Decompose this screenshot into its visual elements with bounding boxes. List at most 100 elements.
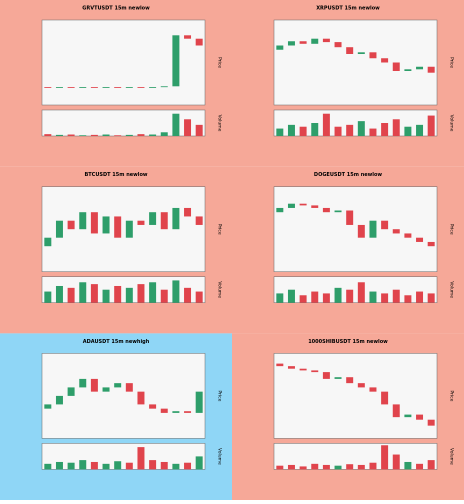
volume-bar	[322, 293, 330, 303]
volume-bar	[416, 124, 424, 136]
volume-bar	[55, 285, 63, 303]
chart-title: 1000SHIBUSDT 15m newlow	[308, 339, 388, 345]
candle-body	[172, 207, 180, 230]
volume-bar	[195, 291, 203, 303]
price-axis-label: Price	[449, 57, 455, 68]
volume-bar	[79, 460, 87, 470]
candle-body	[149, 212, 157, 225]
candle-body	[369, 52, 377, 59]
candle-body	[276, 363, 284, 367]
volume-bar	[381, 445, 389, 470]
candle-body	[416, 66, 424, 70]
volume-bar	[287, 289, 295, 303]
volume-axis-label: Volume	[217, 281, 223, 298]
volume-bar	[149, 134, 157, 136]
candle-body	[287, 366, 295, 369]
volume-bar	[381, 123, 389, 136]
candle-body	[416, 237, 424, 242]
volume-bar	[114, 285, 122, 303]
candle-body	[172, 411, 180, 413]
volume-bar	[55, 461, 63, 470]
volume-panel	[41, 276, 206, 303]
candle-body	[357, 383, 365, 388]
candle-body	[67, 387, 75, 396]
volume-bar	[311, 291, 319, 303]
volume-bar	[79, 282, 87, 303]
candle-body	[195, 391, 203, 413]
volume-bar	[311, 463, 319, 470]
candle-body	[90, 212, 98, 234]
candle-body	[55, 220, 63, 238]
volume-bar	[276, 293, 284, 303]
volume-bar	[404, 461, 412, 470]
volume-bar	[137, 447, 145, 470]
volume-bar	[90, 284, 98, 303]
candle-body	[184, 411, 192, 413]
candle-body	[311, 205, 319, 208]
candle-body	[334, 42, 342, 48]
volume-bar	[172, 463, 180, 470]
volume-bar	[79, 135, 87, 136]
volume-bar	[299, 295, 307, 303]
volume-bar	[125, 462, 133, 470]
volume-axis-label: Volume	[217, 448, 223, 465]
volume-bar	[44, 463, 52, 470]
candle-body	[102, 387, 110, 392]
volume-panel	[41, 443, 206, 470]
candle-body	[322, 207, 330, 213]
volume-axis-label: Volume	[449, 448, 455, 465]
volume-bar	[369, 128, 377, 136]
price-axis-label: Price	[449, 224, 455, 235]
volume-bar	[346, 464, 354, 470]
candle-body	[311, 370, 319, 373]
price-panel	[41, 19, 206, 106]
candle-body	[287, 41, 295, 46]
volume-panel	[41, 109, 206, 137]
volume-bar	[137, 134, 145, 136]
volume-bar	[287, 124, 295, 136]
candle-body	[357, 224, 365, 238]
candle-body	[137, 391, 145, 405]
volume-bar	[160, 461, 168, 470]
volume-bar	[416, 291, 424, 303]
candle-body	[381, 220, 389, 230]
volume-bar	[287, 464, 295, 470]
candle-body	[392, 404, 400, 418]
volume-bar	[334, 465, 342, 470]
candle-body	[184, 207, 192, 217]
candle-body	[299, 203, 307, 206]
candle-body	[137, 220, 145, 225]
candle-body	[334, 210, 342, 213]
volume-bar	[55, 134, 63, 136]
candle-body	[184, 35, 192, 39]
candle-body	[416, 414, 424, 420]
candle-body	[125, 87, 133, 88]
volume-bar	[195, 124, 203, 136]
candle-body	[299, 41, 307, 44]
candle-body	[160, 408, 168, 413]
candle-body	[160, 86, 168, 88]
candle-body	[79, 378, 87, 388]
price-panel	[273, 186, 438, 272]
volume-panel	[273, 109, 438, 137]
volume-bar	[90, 461, 98, 470]
volume-bar	[114, 461, 122, 470]
volume-bar	[276, 465, 284, 470]
volume-bar	[346, 124, 354, 136]
candle-body	[160, 212, 168, 230]
candle-body	[404, 69, 412, 71]
candle-body	[346, 210, 354, 225]
volume-bar	[125, 287, 133, 303]
volume-bar	[184, 119, 192, 136]
volume-panel	[273, 276, 438, 303]
chart-cell: ADAUSDT 15m newhigh Price Volume	[0, 333, 232, 501]
price-panel	[41, 186, 206, 272]
candle-body	[114, 383, 122, 388]
volume-bar	[102, 463, 110, 470]
volume-bar	[172, 280, 180, 303]
volume-bar	[299, 126, 307, 136]
volume-bar	[427, 115, 435, 136]
volume-bar	[172, 113, 180, 136]
candle-body	[137, 87, 145, 88]
